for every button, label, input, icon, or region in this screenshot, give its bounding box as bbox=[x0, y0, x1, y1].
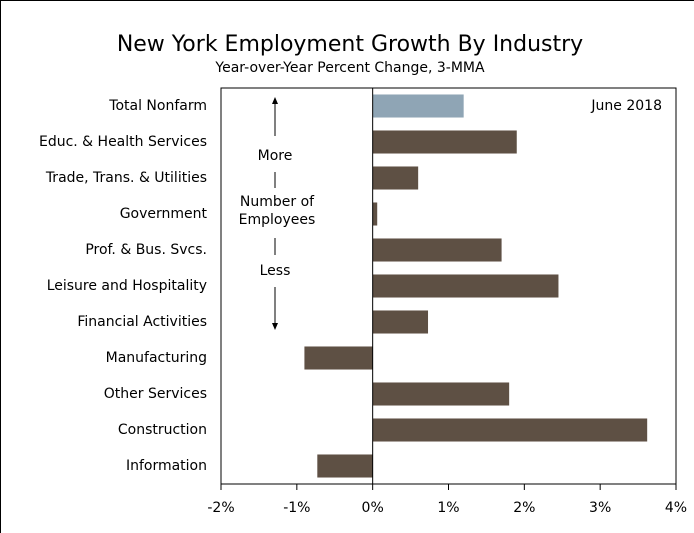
y-tick-label: Financial Activities bbox=[77, 314, 207, 330]
bar bbox=[372, 310, 429, 334]
y-tick-label: Leisure and Hospitality bbox=[47, 278, 207, 294]
x-tick-label: -2% bbox=[207, 500, 234, 516]
x-tick-label: 2% bbox=[513, 500, 535, 516]
bar bbox=[372, 166, 419, 190]
chart-subtitle: Year-over-Year Percent Change, 3-MMA bbox=[214, 60, 485, 76]
bar bbox=[372, 130, 517, 154]
bar bbox=[372, 94, 464, 118]
bar bbox=[317, 454, 373, 478]
x-tick-label: 1% bbox=[437, 500, 459, 516]
bar bbox=[372, 418, 648, 442]
arrow-head bbox=[272, 323, 278, 330]
employees-label: Employees bbox=[239, 212, 316, 228]
more-label: More bbox=[258, 148, 293, 164]
y-tick-label: Information bbox=[126, 458, 207, 474]
chart-title: New York Employment Growth By Industry bbox=[117, 32, 583, 57]
x-tick-label: 3% bbox=[589, 500, 611, 516]
y-tick-label: Trade, Trans. & Utilities bbox=[45, 170, 207, 186]
employees-label: Number of bbox=[240, 194, 315, 210]
bar bbox=[372, 202, 378, 226]
date-label: June 2018 bbox=[590, 98, 662, 114]
arrow-head bbox=[272, 97, 278, 104]
x-tick-label: 0% bbox=[362, 500, 384, 516]
y-tick-label: Other Services bbox=[104, 386, 207, 402]
bar bbox=[372, 238, 502, 262]
y-tick-label: Total Nonfarm bbox=[108, 98, 207, 114]
x-tick-label: -1% bbox=[283, 500, 310, 516]
y-tick-label: Government bbox=[120, 206, 208, 222]
bar bbox=[372, 382, 510, 406]
y-tick-label: Prof. & Bus. Svcs. bbox=[85, 242, 207, 258]
bar bbox=[372, 274, 559, 298]
y-tick-label: Educ. & Health Services bbox=[39, 134, 207, 150]
bar bbox=[304, 346, 373, 370]
y-tick-label: Manufacturing bbox=[106, 350, 207, 366]
less-label: Less bbox=[260, 263, 291, 279]
y-tick-label: Construction bbox=[118, 422, 207, 438]
x-tick-label: 4% bbox=[665, 500, 687, 516]
